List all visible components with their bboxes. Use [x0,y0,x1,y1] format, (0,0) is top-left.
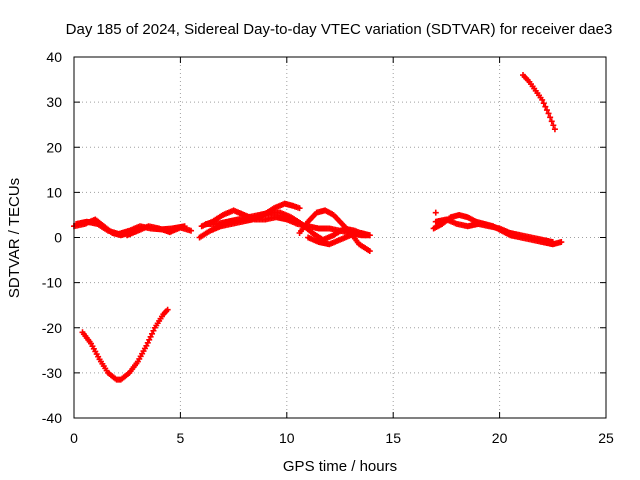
data-point [144,339,151,346]
x-axis-label: GPS time / hours [283,458,397,475]
data-point [164,306,171,313]
data-point [540,100,547,107]
data-point [146,336,153,343]
x-tick-label: 20 [492,430,508,446]
y-tick-label: -30 [42,365,62,381]
data-point [296,205,303,212]
x-tick-label: 0 [70,430,78,446]
data-point [548,118,555,125]
data-point [551,126,558,133]
series-arc-8 [296,207,373,255]
y-axis-label: SDTVAR / TECUs [6,178,23,298]
data-series [71,72,565,383]
x-tick-label: 10 [279,430,295,446]
y-tick-label: 10 [46,184,62,200]
data-point [188,227,195,234]
y-tick-label: -40 [42,410,62,426]
y-tick-label: 0 [54,230,62,246]
chart-title: Day 185 of 2024, Sidereal Day-to-day VTE… [66,21,613,38]
series-arc-4 [79,306,171,383]
plot-frame [73,56,607,419]
data-point [432,209,439,216]
y-tick-label: -20 [42,320,62,336]
series-arc-11 [432,216,556,246]
x-tick-label: 25 [598,430,614,446]
data-point [366,248,373,255]
axis-ticks: 0 5 10 15 20 25 -40 -30 -20 -10 0 10 20 30 40 [42,49,614,446]
data-point [150,327,157,334]
series-arc-9 [305,229,373,248]
data-point [545,110,552,117]
x-tick-label: 5 [177,430,185,446]
data-point [539,96,546,103]
y-tick-label: 40 [46,49,62,65]
series-arc-3 [124,223,195,239]
data-point [366,232,373,239]
grid [74,57,606,418]
x-tick-label: 15 [385,430,401,446]
data-point [149,330,156,337]
y-tick-label: -10 [42,275,62,291]
data-point [547,114,554,121]
data-point [550,122,557,129]
data-point [147,333,154,340]
y-tick-label: 30 [46,94,62,110]
data-point [549,239,556,246]
series-arc-12 [432,209,439,216]
data-point [543,107,550,114]
y-tick-label: 20 [46,139,62,155]
data-point [542,103,549,110]
series-arc-13 [520,72,558,133]
data-point [558,239,565,246]
data-point [143,342,150,349]
